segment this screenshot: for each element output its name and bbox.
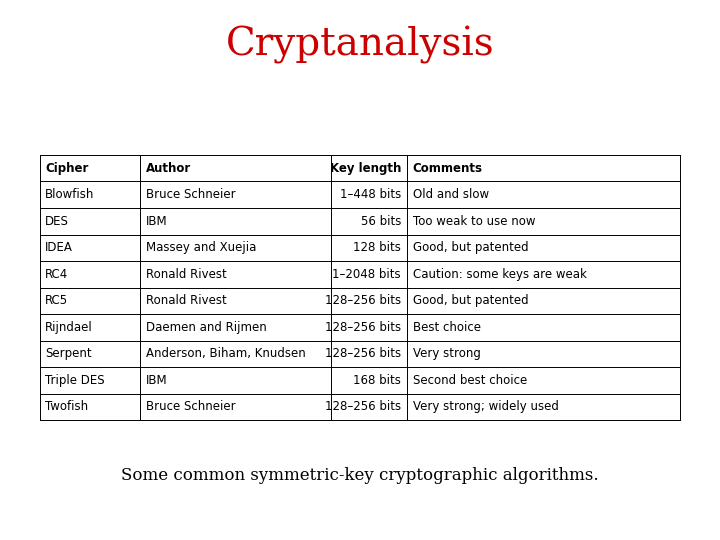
Text: Cryptanalysis: Cryptanalysis: [225, 26, 495, 64]
Text: 128–256 bits: 128–256 bits: [325, 294, 401, 307]
Text: Key length: Key length: [330, 162, 401, 175]
Text: Comments: Comments: [413, 162, 482, 175]
Text: DES: DES: [45, 215, 69, 228]
Text: IBM: IBM: [146, 374, 168, 387]
Text: Bruce Schneier: Bruce Schneier: [146, 188, 235, 201]
Text: Old and slow: Old and slow: [413, 188, 489, 201]
Text: RC5: RC5: [45, 294, 68, 307]
Text: Rijndael: Rijndael: [45, 321, 93, 334]
Text: Caution: some keys are weak: Caution: some keys are weak: [413, 268, 586, 281]
Text: 168 bits: 168 bits: [354, 374, 401, 387]
Text: 128–256 bits: 128–256 bits: [325, 400, 401, 413]
Text: Bruce Schneier: Bruce Schneier: [146, 400, 235, 413]
Text: Best choice: Best choice: [413, 321, 480, 334]
Text: Good, but patented: Good, but patented: [413, 294, 528, 307]
Text: Author: Author: [146, 162, 192, 175]
Text: Very strong: Very strong: [413, 347, 480, 360]
Text: 1–2048 bits: 1–2048 bits: [333, 268, 401, 281]
Text: 56 bits: 56 bits: [361, 215, 401, 228]
Text: Massey and Xuejia: Massey and Xuejia: [146, 241, 256, 254]
Text: Some common symmetric-key cryptographic algorithms.: Some common symmetric-key cryptographic …: [121, 467, 599, 483]
Text: Good, but patented: Good, but patented: [413, 241, 528, 254]
Text: 128–256 bits: 128–256 bits: [325, 321, 401, 334]
Text: Serpent: Serpent: [45, 347, 92, 360]
Text: Daemen and Rijmen: Daemen and Rijmen: [146, 321, 267, 334]
Text: Twofish: Twofish: [45, 400, 89, 413]
Text: RC4: RC4: [45, 268, 68, 281]
Text: Triple DES: Triple DES: [45, 374, 105, 387]
Text: 128 bits: 128 bits: [354, 241, 401, 254]
Text: Very strong; widely used: Very strong; widely used: [413, 400, 559, 413]
Text: Ronald Rivest: Ronald Rivest: [146, 294, 227, 307]
Text: Anderson, Biham, Knudsen: Anderson, Biham, Knudsen: [146, 347, 306, 360]
Text: Too weak to use now: Too weak to use now: [413, 215, 535, 228]
Text: Second best choice: Second best choice: [413, 374, 527, 387]
Text: IDEA: IDEA: [45, 241, 73, 254]
Text: IBM: IBM: [146, 215, 168, 228]
Text: Blowfish: Blowfish: [45, 188, 95, 201]
Text: Ronald Rivest: Ronald Rivest: [146, 268, 227, 281]
Text: 128–256 bits: 128–256 bits: [325, 347, 401, 360]
Text: Cipher: Cipher: [45, 162, 89, 175]
Text: 1–448 bits: 1–448 bits: [340, 188, 401, 201]
